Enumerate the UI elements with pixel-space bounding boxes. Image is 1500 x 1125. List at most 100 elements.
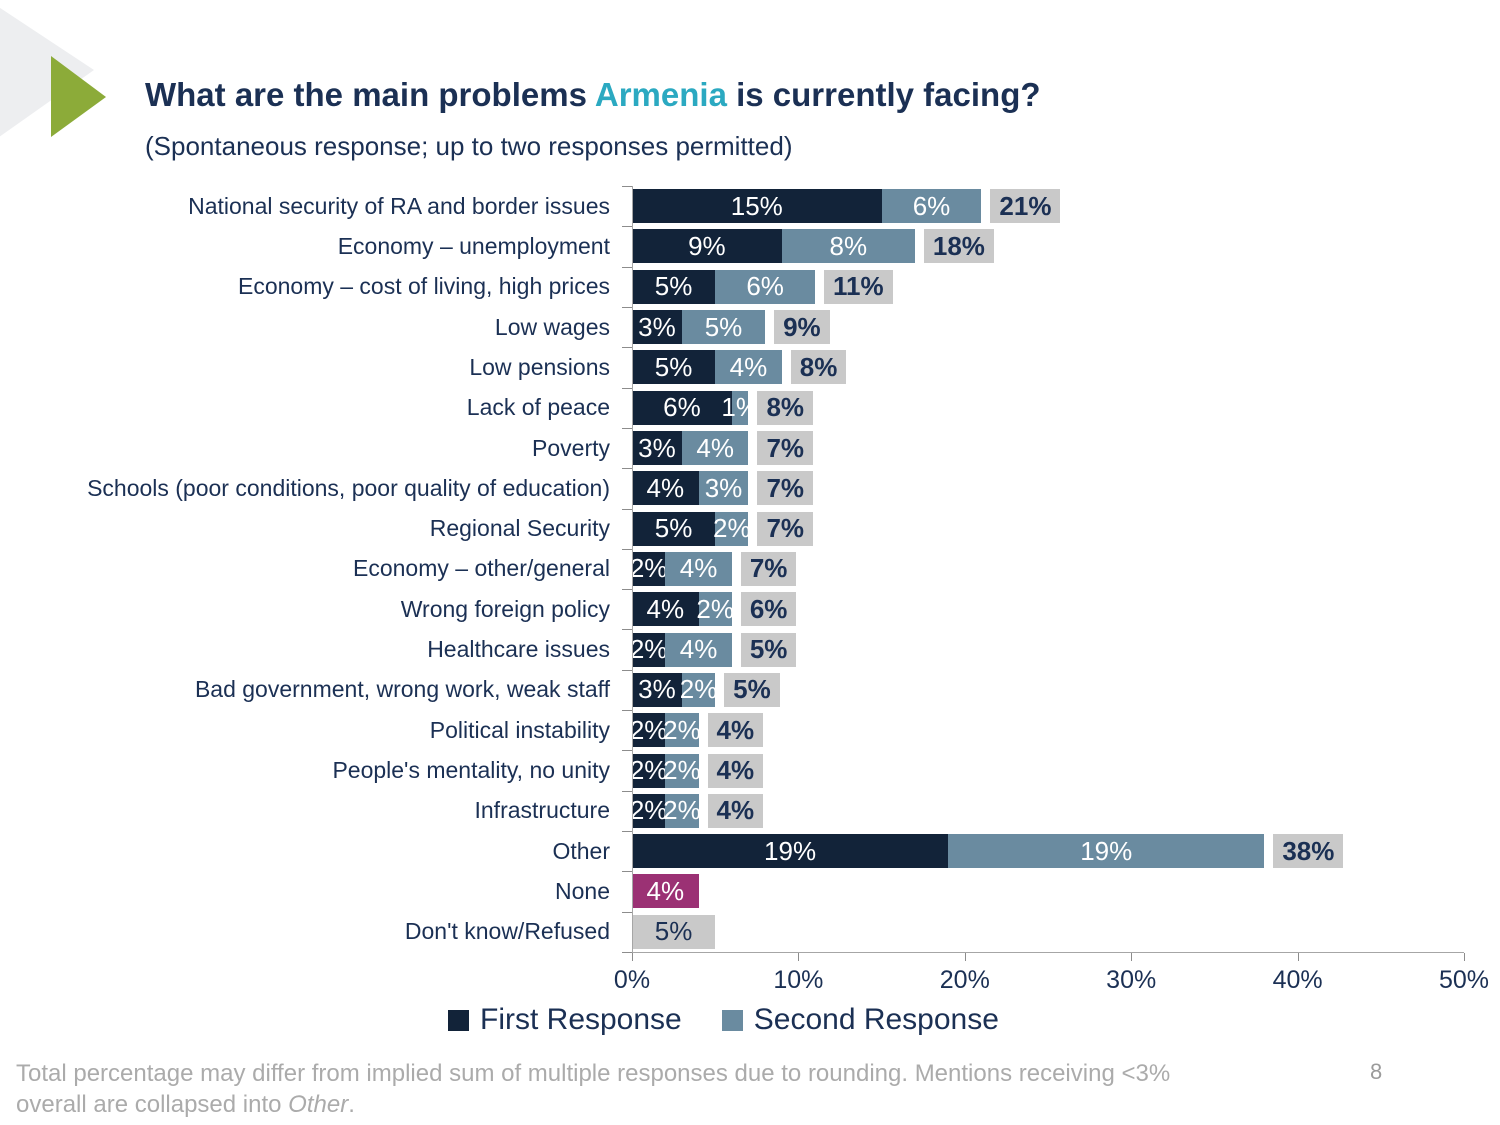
category-label: Low pensions — [469, 353, 610, 380]
bar-segment-second-response: 2% — [713, 511, 751, 546]
chart-row: Economy – unemployment 9% 8% 18% — [0, 226, 1500, 266]
bar-segment-first-response: 5% — [632, 269, 716, 304]
chart-row: Other 19% 19% 38% — [0, 831, 1500, 871]
chart-rows: National security of RA and border issue… — [0, 186, 1500, 952]
y-axis-tick — [622, 226, 632, 228]
bar-segment-second-response: 6% — [881, 189, 982, 224]
x-axis-tick — [1464, 953, 1465, 961]
y-axis-tick — [622, 186, 632, 187]
y-axis-tick — [622, 911, 632, 913]
category-label: Low wages — [494, 313, 610, 340]
bar-area: 4% 3% 7% — [632, 468, 814, 508]
footnote-line1: Total percentage may differ from implied… — [16, 1060, 1171, 1087]
bar-area: 9% 8% 18% — [632, 226, 994, 266]
footnote-line2-after: . — [348, 1091, 355, 1118]
category-label: Regional Security — [429, 515, 610, 542]
category-label: Bad government, wrong work, weak staff — [194, 676, 610, 703]
category-label: People's mentality, no unity — [332, 757, 610, 784]
title-highlight: Armenia — [594, 76, 727, 113]
chart-row: Don't know/Refused 5% — [0, 912, 1500, 952]
chart-row: Low pensions 5% 4% 8% — [0, 347, 1500, 387]
total-label: 18% — [923, 229, 994, 264]
category-label: Poverty — [532, 434, 610, 461]
bar-segment-first-response: 4% — [632, 471, 699, 506]
slide-title: What are the main problems Armenia is cu… — [145, 76, 1041, 114]
decor-arrows — [0, 7, 106, 137]
chart-row: Infrastructure 2% 2% 4% — [0, 791, 1500, 831]
bar-segment-first-response: 5% — [632, 350, 716, 385]
title-suffix: is currently facing? — [726, 76, 1041, 113]
x-axis-tick — [632, 953, 633, 961]
bar-segment-second-response: 2% — [663, 713, 701, 748]
chart-row: Healthcare issues 2% 4% 5% — [0, 629, 1500, 669]
y-axis-tick — [622, 952, 632, 953]
y-axis-tick — [622, 790, 632, 792]
legend-swatch-icon — [448, 1009, 469, 1031]
category-label: Schools (poor conditions, poor quality o… — [87, 474, 610, 501]
total-label: 8% — [757, 390, 814, 425]
chart-row: None 4% — [0, 871, 1500, 911]
bar-segment-second-response: 1% — [721, 390, 759, 425]
y-axis-tick — [622, 306, 632, 308]
legend-item: Second Response — [721, 1003, 999, 1037]
y-axis-tick — [622, 266, 632, 268]
chart-row: Poverty 3% 4% 7% — [0, 428, 1500, 468]
legend-label: Second Response — [753, 1003, 999, 1036]
bar-segment-dont-know: 5% — [632, 914, 716, 949]
bar-area: 3% 5% 9% — [632, 307, 830, 347]
bar-area: 2% 2% 4% — [630, 791, 764, 831]
chart-row: Bad government, wrong work, weak staff 3%… — [0, 670, 1500, 710]
y-axis-tick — [622, 427, 632, 429]
total-label: 38% — [1273, 834, 1344, 869]
green-arrow-icon — [51, 56, 106, 137]
bar-segment-first-response: 3% — [632, 310, 682, 345]
y-axis-tick — [622, 669, 632, 671]
x-axis-tick — [964, 953, 966, 961]
slide-subtitle: (Spontaneous response; up to two respons… — [145, 131, 793, 161]
category-label: Don't know/Refused — [404, 918, 610, 945]
bar-segment-first-response: 4% — [632, 592, 699, 627]
bar-area: 4% — [632, 871, 699, 911]
bar-segment-first-response: 2% — [630, 713, 667, 748]
total-label: 8% — [790, 350, 847, 385]
bar-area: 5% 6% 11% — [632, 267, 893, 307]
chart-legend: First Response Second Response — [448, 1003, 999, 1037]
bar-segment-none: 4% — [632, 874, 699, 909]
bar-segment-first-response: 5% — [632, 511, 716, 546]
bar-area: 2% 2% 4% — [630, 750, 764, 790]
category-label: None — [555, 877, 610, 904]
chart-row: Wrong foreign policy 4% 2% 6% — [0, 589, 1500, 629]
legend-item: First Response — [448, 1003, 682, 1037]
legend-label: First Response — [480, 1003, 682, 1036]
total-label: 4% — [707, 713, 764, 748]
bar-segment-second-response: 4% — [665, 632, 732, 667]
bar-area: 3% 4% 7% — [632, 428, 814, 468]
bar-segment-first-response: 3% — [632, 431, 682, 466]
total-label: 5% — [724, 672, 780, 707]
page-number: 8 — [1370, 1059, 1383, 1084]
y-axis-tick — [622, 387, 632, 389]
bar-segment-first-response: 2% — [630, 793, 667, 828]
bar-segment-second-response: 8% — [781, 229, 915, 264]
category-label: Economy – cost of living, high prices — [237, 273, 610, 300]
x-axis-tick-label: 40% — [1272, 966, 1323, 994]
bar-segment-second-response: 4% — [681, 431, 749, 466]
category-label: National security of RA and border issue… — [188, 192, 610, 219]
category-label: Infrastructure — [474, 797, 611, 824]
y-axis-tick — [622, 750, 632, 752]
chart-row: Political instability 2% 2% 4% — [0, 710, 1500, 750]
bar-area: 6% 1% 8% — [632, 388, 814, 428]
footnote-line2-before: overall are collapsed into — [16, 1091, 289, 1118]
bar-segment-first-response: 2% — [630, 632, 667, 667]
y-axis-tick — [622, 508, 632, 510]
total-label: 7% — [757, 471, 814, 506]
x-axis-tick-label: 50% — [1438, 966, 1490, 994]
total-label: 6% — [740, 592, 797, 627]
x-axis-tick-label: 10% — [773, 966, 824, 994]
bar-segment-second-response: 19% — [948, 834, 1265, 869]
bar-segment-second-response: 4% — [665, 551, 732, 586]
category-label: Economy – unemployment — [337, 232, 610, 259]
total-label: 5% — [740, 632, 797, 667]
bar-area: 2% 4% 7% — [630, 549, 797, 589]
gray-arrow-icon — [0, 7, 94, 137]
